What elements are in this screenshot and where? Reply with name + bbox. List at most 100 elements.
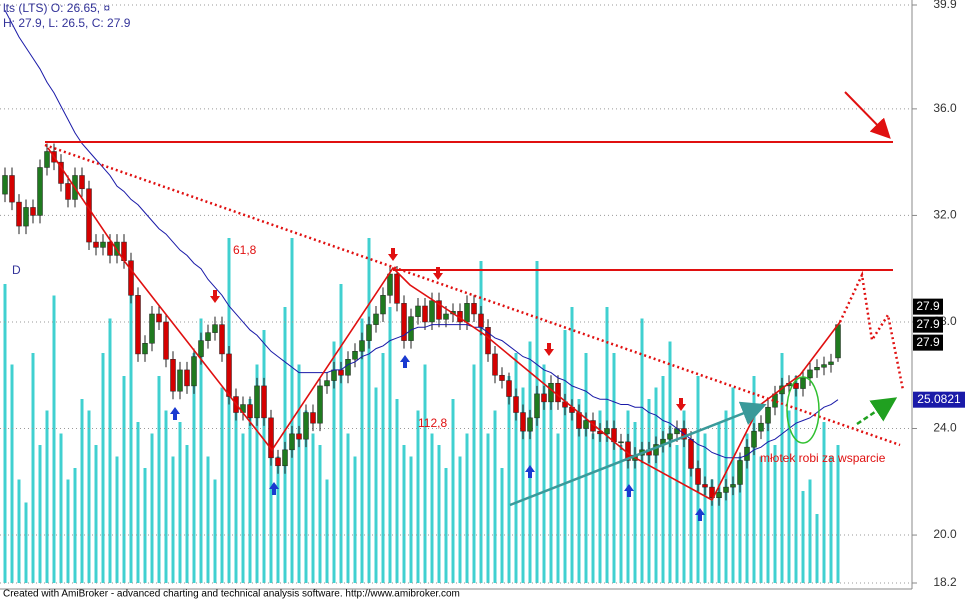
candle-body xyxy=(814,366,820,371)
volume-bar xyxy=(31,353,35,583)
candle-body xyxy=(429,300,435,323)
candle-body xyxy=(464,303,470,323)
candle-body xyxy=(422,305,428,323)
candle-body xyxy=(324,380,330,387)
candle-body xyxy=(331,369,337,381)
volume-bar xyxy=(563,330,567,583)
volume-bar xyxy=(66,479,70,583)
volume-bar xyxy=(115,456,119,583)
candle-body xyxy=(303,412,309,440)
volume-bar xyxy=(24,502,28,583)
candle-body xyxy=(415,305,421,317)
volume-bar xyxy=(227,238,231,583)
volume-bar xyxy=(549,387,553,583)
candle-body xyxy=(191,356,197,387)
candle-body xyxy=(604,428,610,435)
moving-average xyxy=(4,10,839,459)
candle-body xyxy=(79,175,85,190)
volume-bar xyxy=(752,376,756,583)
volume-bar xyxy=(150,433,154,583)
candle-body xyxy=(296,433,302,440)
volume-bar xyxy=(507,376,511,583)
volume-bar xyxy=(360,318,364,583)
candle-body xyxy=(793,382,799,389)
candle-body xyxy=(387,273,393,296)
last-value-label: 27.9 xyxy=(916,335,940,349)
candle-body xyxy=(114,241,120,256)
volume-bar xyxy=(332,341,336,583)
candle-body xyxy=(751,430,757,448)
y-tick-label: 24.0 xyxy=(933,421,957,435)
volume-bar xyxy=(311,433,315,583)
volume-bar xyxy=(108,318,112,583)
volume-bar xyxy=(199,318,203,583)
candle-body xyxy=(366,324,372,341)
volume-bar xyxy=(528,341,532,583)
candle-body xyxy=(821,364,827,368)
volume-bar xyxy=(493,410,497,583)
candle-body xyxy=(478,313,484,328)
volume-bar xyxy=(367,238,371,583)
volume-bar xyxy=(73,468,77,583)
arrow xyxy=(856,397,898,426)
candle-body xyxy=(408,316,414,341)
annotation: 112,8 xyxy=(418,416,447,430)
candle-body xyxy=(9,175,15,203)
footer: Created with AmiBroker - advanced charti… xyxy=(3,589,460,600)
buy-arrow xyxy=(525,465,535,478)
y-tick-label: 39.9 xyxy=(933,0,957,11)
candle-body xyxy=(275,457,281,467)
volume-bar xyxy=(542,364,546,583)
volume-bar xyxy=(605,307,609,583)
volume-bar xyxy=(416,410,420,583)
candle-body xyxy=(16,201,22,227)
volume-bar xyxy=(423,364,427,583)
candle-body xyxy=(485,327,491,355)
last-value-box xyxy=(913,334,943,351)
volume-bar xyxy=(136,422,140,583)
last-value-label: 27.9 xyxy=(916,299,940,313)
volume-bar xyxy=(556,433,560,583)
volume-bar xyxy=(451,399,455,583)
volume-bar xyxy=(780,353,784,583)
candle-body xyxy=(93,241,99,248)
last-value-box xyxy=(913,391,965,408)
candle-body xyxy=(506,380,512,397)
volume-bar xyxy=(619,445,623,583)
last-value-label: 25.0821 xyxy=(917,392,961,406)
volume-bar xyxy=(612,353,616,583)
volume-bar xyxy=(458,456,462,583)
candle-body xyxy=(289,433,295,451)
volume-bar xyxy=(668,341,672,583)
candle-body xyxy=(212,324,218,333)
volume-bar xyxy=(654,387,658,583)
volume-bar xyxy=(339,284,343,583)
volume-bar xyxy=(500,468,504,583)
volume-bar xyxy=(87,410,91,583)
signal-arrows xyxy=(170,248,705,521)
candle-body xyxy=(534,393,540,419)
volume-bar xyxy=(80,399,84,583)
candle-body xyxy=(86,188,92,243)
volume-bar xyxy=(479,261,483,583)
volume-bar xyxy=(17,479,21,583)
volume-bar xyxy=(584,353,588,583)
volume-bar xyxy=(178,422,182,583)
candle-body xyxy=(37,167,43,216)
candle-body xyxy=(254,385,260,419)
volume-bar xyxy=(381,353,385,583)
volume-bar xyxy=(801,491,805,583)
candle-body xyxy=(548,382,554,403)
volume-bar xyxy=(591,433,595,583)
volume-bar xyxy=(171,456,175,583)
candle-body xyxy=(723,486,729,493)
header-line: H: 27.9, L: 26.5, C: 27.9 xyxy=(3,16,131,30)
volume-bar xyxy=(521,387,525,583)
candle-body xyxy=(135,295,141,355)
candle-body xyxy=(807,369,813,379)
volume-bar xyxy=(45,410,49,583)
volume-bar xyxy=(409,456,413,583)
volume-bar xyxy=(38,445,42,583)
